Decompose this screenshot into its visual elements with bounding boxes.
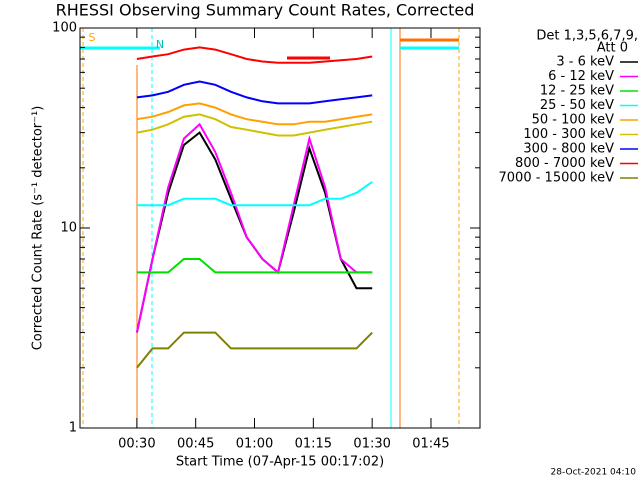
series-line xyxy=(136,258,373,274)
timestamp: 28-Oct-2021 04:10 xyxy=(551,468,637,478)
y-tick-label: 1 xyxy=(69,421,77,436)
y-tick-label: 100 xyxy=(52,21,77,36)
x-axis-label: Start Time (07-Apr-15 00:17:02) xyxy=(176,455,384,470)
x-tick-label: 00:45 xyxy=(177,437,214,452)
legend-label: 12 - 25 keV xyxy=(540,84,614,99)
legend-label: 100 - 300 keV xyxy=(523,127,614,142)
y-axis-label: Corrected Count Rate (s⁻¹ detector⁻¹) xyxy=(31,106,46,351)
legend-label: 3 - 6 keV xyxy=(556,55,614,70)
x-tick-label: 00:30 xyxy=(118,437,155,452)
legend-title: Det 1,3,5,6,7,9, xyxy=(536,29,638,44)
series-line xyxy=(135,122,373,333)
legend-label: 50 - 100 keV xyxy=(532,113,615,128)
chart-title: RHESSI Observing Summary Count Rates, Co… xyxy=(56,1,475,20)
legend-label: 7000 - 15000 keV xyxy=(499,171,615,186)
series-line xyxy=(136,331,373,369)
x-tick-label: 01:15 xyxy=(295,437,332,452)
series-line xyxy=(136,102,373,126)
y-tick-label: 10 xyxy=(60,221,77,236)
series-line xyxy=(136,46,373,64)
legend-label: 800 - 7000 keV xyxy=(515,156,614,171)
series-line xyxy=(136,113,373,137)
series-line xyxy=(136,80,373,105)
flag-label: S xyxy=(89,31,96,44)
legend-title: Att 0 xyxy=(597,41,628,56)
x-tick-label: 01:30 xyxy=(353,437,390,452)
legend-label: 6 - 12 keV xyxy=(548,69,614,84)
legend-label: 300 - 800 keV xyxy=(523,142,614,157)
x-tick-label: 01:00 xyxy=(236,437,273,452)
series-line xyxy=(136,181,373,207)
x-tick-label: 01:45 xyxy=(412,437,449,452)
flag-label: N xyxy=(156,38,164,51)
legend-label: 25 - 50 keV xyxy=(540,98,614,113)
